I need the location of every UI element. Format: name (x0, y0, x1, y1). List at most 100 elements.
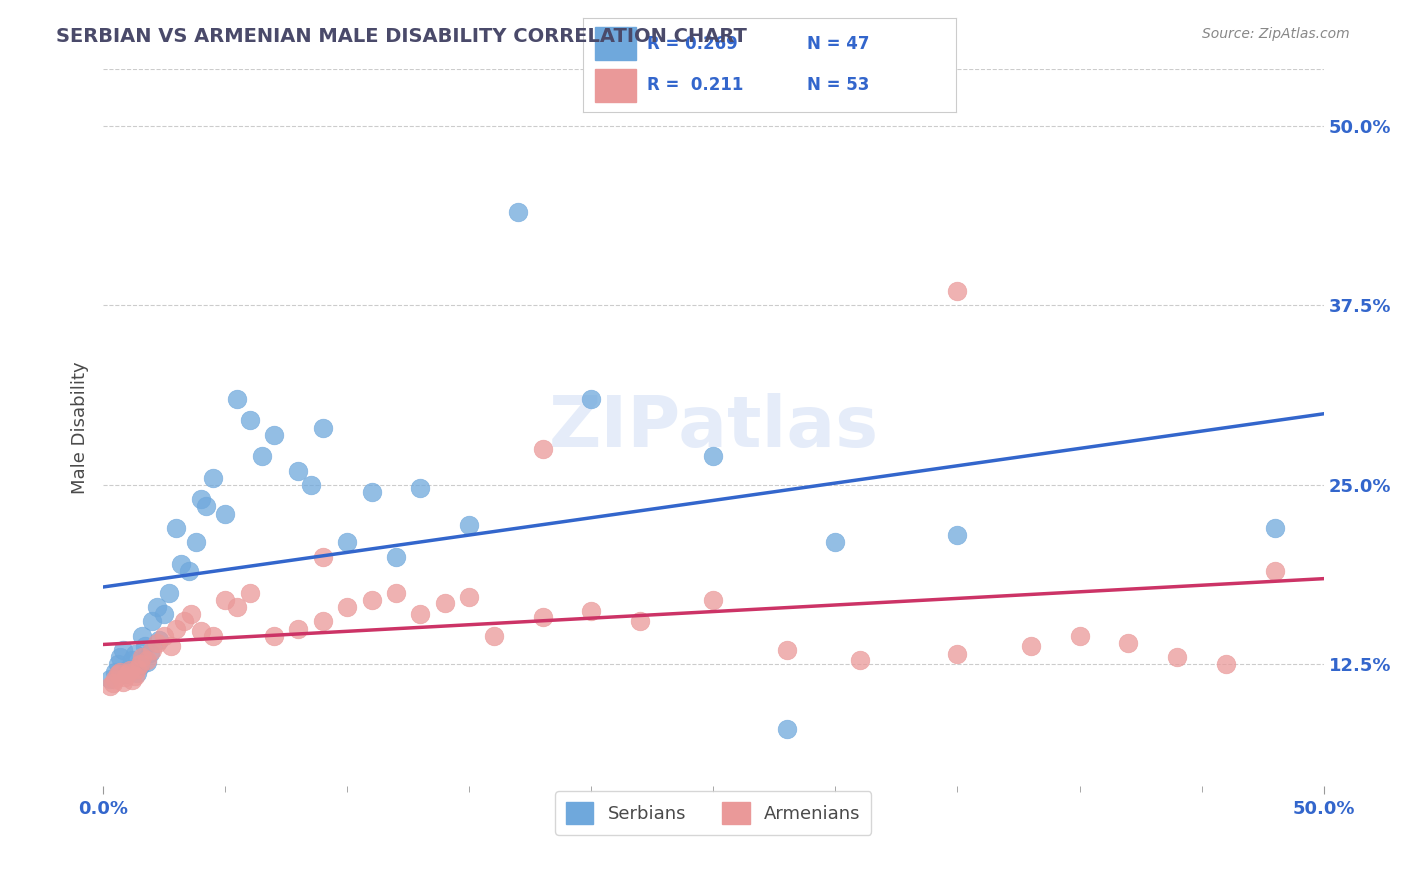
Point (111, 674, 134, 689)
Point (160, 639, 183, 653)
Text: ZIPatlas: ZIPatlas (548, 393, 879, 462)
Point (117, 662, 139, 676)
Point (1118, 636, 1140, 650)
Point (114, 670, 136, 684)
Point (360, 592, 382, 607)
Point (121, 673, 143, 688)
Point (702, 449, 724, 463)
Point (458, 518, 481, 533)
Point (165, 521, 187, 535)
Point (312, 420, 335, 434)
Point (360, 485, 382, 500)
Point (201, 629, 224, 643)
Point (506, 205, 529, 219)
Point (385, 585, 408, 599)
Point (134, 639, 156, 653)
Point (180, 607, 202, 622)
Point (128, 657, 150, 672)
Point (114, 667, 136, 681)
Point (141, 615, 163, 629)
Point (1166, 650, 1188, 665)
Point (184, 535, 207, 549)
Point (146, 636, 169, 650)
Point (104, 665, 127, 679)
Point (1264, 564, 1286, 578)
Point (581, 392, 603, 406)
Point (107, 657, 129, 672)
Point (581, 604, 603, 618)
Point (1215, 657, 1237, 672)
Point (775, 643, 797, 657)
Point (336, 599, 359, 614)
Point (173, 615, 195, 629)
Point (287, 464, 309, 478)
Point (702, 592, 724, 607)
Point (124, 669, 146, 683)
Point (385, 549, 408, 564)
Text: N = 53: N = 53 (807, 77, 869, 95)
Text: Source: ZipAtlas.com: Source: ZipAtlas.com (1202, 27, 1350, 41)
Point (312, 615, 335, 629)
Y-axis label: Male Disability: Male Disability (72, 361, 89, 494)
Bar (595, 28, 636, 60)
Point (110, 665, 132, 679)
Point (127, 662, 149, 676)
Point (131, 629, 153, 643)
Point (226, 599, 249, 614)
Point (263, 629, 285, 643)
Point (336, 535, 359, 549)
Text: N = 47: N = 47 (807, 35, 869, 53)
Point (157, 585, 180, 599)
Point (118, 663, 141, 677)
Point (214, 507, 236, 521)
Point (110, 650, 132, 665)
Point (146, 599, 169, 614)
Point (177, 564, 200, 578)
Point (165, 622, 187, 636)
Point (409, 481, 432, 495)
Point (263, 427, 285, 442)
Point (111, 643, 134, 657)
Point (136, 655, 159, 669)
Point (117, 666, 139, 681)
Point (299, 478, 322, 492)
Point (131, 650, 153, 665)
Point (946, 284, 969, 298)
Point (239, 413, 262, 427)
Point (153, 607, 176, 622)
Text: R = 0.269: R = 0.269 (647, 35, 738, 53)
Point (190, 492, 212, 507)
Point (201, 471, 224, 485)
Point (136, 653, 159, 667)
Point (1264, 521, 1286, 535)
Point (849, 653, 872, 667)
Point (121, 653, 143, 667)
Point (312, 549, 335, 564)
Point (214, 592, 236, 607)
Point (482, 629, 505, 643)
Point (531, 610, 554, 624)
Point (190, 624, 212, 639)
Point (1069, 629, 1091, 643)
Point (138, 646, 160, 660)
Point (824, 535, 846, 549)
Point (101, 676, 124, 690)
Point (531, 442, 554, 456)
Point (946, 648, 969, 662)
Point (124, 648, 146, 662)
Point (153, 629, 176, 643)
Point (141, 643, 163, 657)
Point (433, 596, 456, 610)
Point (107, 667, 129, 681)
Point (1019, 639, 1042, 653)
Point (946, 528, 969, 542)
Point (226, 392, 249, 406)
Point (458, 590, 481, 604)
Point (250, 449, 273, 463)
Point (128, 658, 150, 673)
Text: R =  0.211: R = 0.211 (647, 77, 744, 95)
Point (127, 666, 149, 681)
Point (100, 679, 122, 693)
Text: SERBIAN VS ARMENIAN MALE DISABILITY CORRELATION CHART: SERBIAN VS ARMENIAN MALE DISABILITY CORR… (56, 27, 747, 45)
Point (628, 615, 651, 629)
